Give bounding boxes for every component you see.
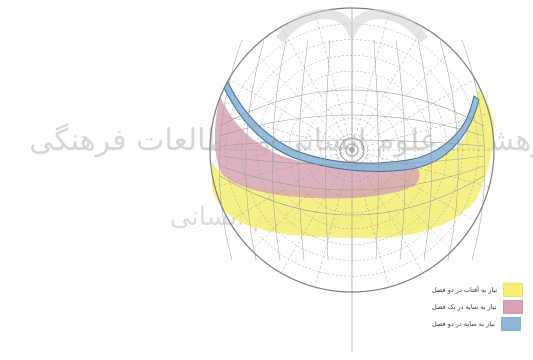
azimuth-line [228,149,353,222]
hour-line [439,39,459,261]
azimuth-line [280,26,353,151]
hour-line [218,39,243,261]
hour-line [245,39,265,261]
zenith-circle-inner [345,143,359,157]
azimuth-line [280,149,353,274]
zone-sun-two-seasons [212,88,494,239]
legend-item-shade-two-seasons: نیاز به سایه در دو فصل [432,317,521,331]
hour-line [272,39,287,261]
legend-item-shade-one-season: نیاز به سایه در یک فصل [432,300,523,314]
azimuth-line [351,149,453,251]
hour-line [373,39,379,261]
azimuth-line [351,78,476,151]
watermark-logo [275,9,429,43]
azimuth-line [251,49,353,151]
azimuth-line [251,149,353,251]
azimuth-line [351,149,390,288]
legend-item-sun-two-seasons: نیاز به آفتاب در دو فصل [432,283,524,297]
hour-line [325,39,331,261]
hour-line [395,39,406,261]
outer-circle [209,7,495,293]
azimuth-line [314,149,353,288]
legend-label: نیاز به سایه در یک فصل [432,303,497,311]
azimuth-line [351,149,424,274]
altitude-circle [272,70,432,230]
azimuth-line [351,149,476,222]
legend-swatch-pink [502,300,523,314]
zone-shade-one-season [214,96,420,199]
hour-line [417,39,432,261]
hour-line [298,39,309,261]
legend-label: نیاز به سایه در دو فصل [432,320,495,328]
azimuth-line [214,149,353,188]
azimuth-line [351,12,390,151]
azimuth-line [351,149,490,188]
zone-shade-two-seasons [223,80,480,172]
azimuth-line [351,112,490,151]
azimuth-line [228,78,353,151]
zenith-circle [339,137,365,163]
hour-line [461,39,486,261]
legend-label: نیاز به آفتاب در دو فصل [432,286,498,294]
legend-swatch-blue [500,317,521,331]
legend-swatch-yellow [503,283,524,297]
sun-path-grid [210,8,494,292]
azimuth-line [351,49,453,151]
azimuth-line [351,26,424,151]
azimuth-line [314,12,353,151]
azimuth-line [214,112,353,151]
